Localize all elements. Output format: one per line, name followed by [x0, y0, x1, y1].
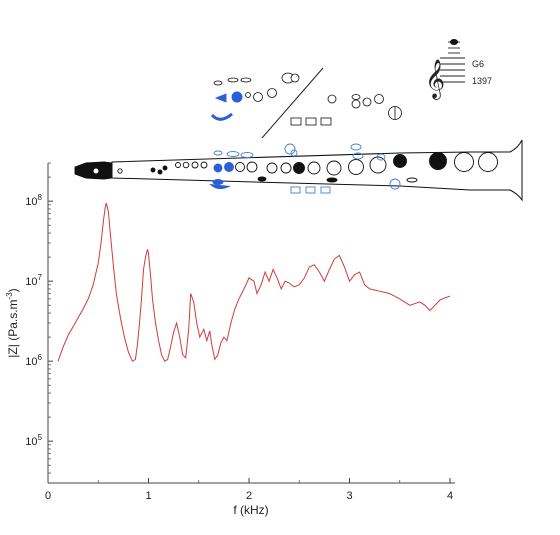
key: [351, 94, 361, 100]
clarinet-mouthpiece: [74, 161, 113, 180]
y-tick-label: 105: [25, 433, 42, 448]
note-head: [450, 39, 458, 45]
y-tick-label: 106: [25, 353, 42, 368]
side-key: [284, 143, 296, 155]
key: [362, 97, 372, 107]
key: [320, 117, 332, 126]
note-staff: 𝄞 G6 1397: [425, 39, 492, 100]
tone-hole: [162, 165, 168, 171]
side-key: [389, 178, 401, 190]
y-axis-label-end: ): [6, 288, 20, 292]
tone-hole: [266, 162, 278, 174]
key-link: [261, 67, 324, 139]
tone-hole: [200, 161, 208, 169]
tone-hole: [191, 161, 199, 169]
tone-hole: [326, 160, 342, 176]
tone-hole: [213, 163, 223, 173]
y-ticks: 108 107 106 105: [25, 162, 53, 484]
plot-axes: [47, 163, 455, 484]
tone-hole: [117, 168, 123, 174]
y-axis-label: |Z| (Pa.s.m-3): [5, 288, 20, 357]
fingering-diagram: [74, 67, 523, 202]
tone-hole: [157, 169, 163, 175]
tone-hole: [257, 176, 267, 182]
series-group: [57, 202, 451, 362]
tone-hole: [280, 162, 292, 174]
key: [351, 99, 361, 109]
tone-hole: [369, 156, 387, 174]
x-tick-label: 2: [246, 490, 252, 502]
side-key: [350, 143, 362, 151]
key: [327, 94, 337, 104]
side-key: [290, 186, 301, 194]
tone-hole: [429, 152, 447, 170]
side-key: [376, 153, 386, 161]
impedance-curve: [57, 202, 451, 362]
key: [290, 73, 300, 83]
tone-hole: [150, 167, 156, 173]
side-key: [352, 152, 364, 160]
side-key: [240, 152, 254, 158]
tone-hole: [348, 159, 364, 175]
tone-hole: [182, 161, 190, 169]
x-tick-label: 1: [145, 490, 151, 502]
note-frequency: 1397: [472, 76, 492, 86]
key: [210, 112, 233, 121]
tone-hole: [246, 161, 258, 173]
key: [305, 117, 317, 126]
side-key: [305, 186, 316, 194]
key: [374, 94, 384, 104]
mouthpiece-mark: [93, 168, 99, 174]
tone-hole: [307, 161, 321, 175]
y-axis-label-sup: -3: [5, 292, 14, 300]
tone-hole: [235, 162, 245, 172]
x-tick-label: 3: [346, 490, 352, 502]
side-key: [290, 149, 298, 157]
key: [253, 92, 263, 102]
x-axis-label: f (kHz): [233, 503, 268, 517]
treble-clef-icon: 𝄞: [425, 60, 445, 100]
side-key: [226, 151, 240, 157]
tone-hole: [478, 152, 498, 172]
key: [290, 117, 302, 126]
tone-hole: [406, 177, 418, 183]
side-key: [209, 183, 231, 189]
side-key: [320, 186, 331, 194]
key: [213, 80, 223, 86]
tone-hole: [212, 179, 224, 185]
x-tick-label: 0: [45, 490, 51, 502]
key: [267, 88, 277, 98]
side-key: [213, 150, 223, 156]
tone-hole: [175, 162, 181, 168]
tone-hole: [393, 154, 407, 168]
y-tick-label: 108: [25, 193, 42, 208]
key: [245, 92, 251, 98]
note-name: G6: [472, 59, 484, 69]
key: [240, 77, 252, 83]
y-axis-label-main: |Z| (Pa.s.m: [6, 299, 20, 357]
y-tick-label: 107: [25, 273, 42, 288]
x-tick-label: 4: [447, 490, 453, 502]
tone-hole: [454, 152, 474, 172]
key: [231, 91, 243, 103]
key: [227, 77, 239, 83]
tone-hole: [293, 162, 305, 174]
key: [214, 93, 227, 103]
x-ticks: 0 1 2 3 4: [45, 478, 453, 502]
tone-hole: [326, 177, 338, 183]
tone-hole: [224, 162, 234, 172]
